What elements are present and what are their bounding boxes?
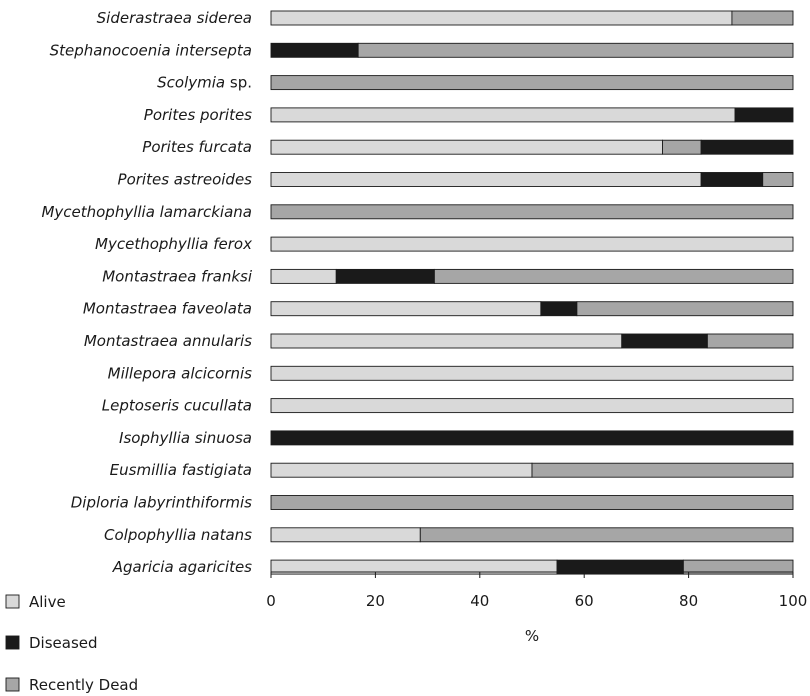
category-label: Montastraea faveolata (83, 300, 252, 318)
category-label-italic: Colpophyllia natans (104, 526, 252, 544)
bar-segment-alive (270, 139, 663, 155)
x-tick-label: 0 (266, 592, 276, 610)
category-label: Millepora alcicornis (108, 364, 253, 382)
category-label: Porites porites (144, 106, 252, 124)
x-tick-label: 60 (575, 592, 594, 610)
bar-segment-recently-dead (433, 268, 794, 284)
category-label-italic: Leptoseris cucullata (102, 397, 252, 415)
category-label: Mycethophyllia lamarckiana (41, 203, 252, 221)
category-label: Colpophyllia natans (104, 526, 252, 544)
category-label-italic: Montastraea franksi (102, 267, 253, 285)
category-labels: Siderastraea siderea Stephanocoenia inter… (41, 9, 252, 576)
bar-segment-alive (270, 333, 623, 349)
bar-segment-alive (270, 10, 733, 26)
x-axis: 0 20 40 60 80 100 % (266, 571, 807, 645)
x-axis-title: % (525, 627, 539, 645)
category-label-italic: Montastraea faveolata (83, 300, 252, 318)
bar-segment-recently-dead (731, 10, 794, 26)
bar-segment-alive (270, 301, 542, 317)
legend-swatch-recently-dead (5, 677, 20, 692)
bar-segment-recently-dead (706, 333, 794, 349)
bar-segment-recently-dead (270, 75, 794, 91)
category-label-italic: Montastraea annularis (84, 332, 252, 350)
bar-segment-alive (270, 236, 794, 252)
category-label-italic: Porites porites (144, 106, 252, 124)
category-label: Isophyllia sinuosa (119, 429, 252, 447)
category-label-italic: Diploria labyrinthiformis (71, 494, 252, 512)
category-label-italic: Siderastraea siderea (97, 9, 252, 27)
legend: Alive Diseased Recently Dead (5, 593, 138, 694)
bar-segment-diseased (700, 172, 764, 187)
bar-segment-alive (270, 462, 533, 478)
bar-segment-recently-dead (662, 139, 702, 155)
x-tick-label: 40 (470, 592, 489, 610)
bar-segment-alive (270, 527, 421, 543)
category-label: Agaricia agaricites (112, 558, 252, 576)
category-label-italic: Mycethophyllia lamarckiana (41, 203, 252, 221)
category-label-italic: Porites astreoides (118, 171, 253, 189)
category-label-italic: Agaricia agaricites (112, 558, 252, 576)
bar-segment-recently-dead (270, 495, 794, 510)
bar-segment-diseased (734, 107, 794, 123)
bar-segment-diseased (335, 268, 435, 284)
bar-segment-diseased (700, 139, 794, 155)
category-label: Montastraea franksi (102, 267, 253, 285)
bar-segment-alive (270, 268, 337, 284)
bar-segment-alive (270, 172, 702, 187)
bar-segment-recently-dead (531, 462, 794, 478)
legend-label: Diseased (29, 634, 98, 652)
bar-segment-recently-dead (357, 42, 794, 58)
x-tick-label: 80 (679, 592, 698, 610)
bar-segment-diseased (270, 42, 359, 58)
category-label-plain: sp. (225, 74, 252, 92)
legend-swatch-diseased (5, 635, 20, 650)
bar-segment-recently-dead (270, 204, 794, 220)
bar-segment-recently-dead (682, 559, 794, 575)
category-label-italic: Isophyllia sinuosa (119, 429, 252, 447)
x-tick-label: 20 (366, 592, 385, 610)
bar-segment-recently-dead (419, 527, 794, 543)
bar-segment-diseased (621, 333, 708, 349)
category-label-italic: Porites furcata (142, 138, 252, 156)
bars (270, 10, 794, 575)
category-label: Montastraea annularis (84, 332, 252, 350)
legend-label: Recently Dead (29, 676, 138, 694)
legend-swatch-alive (5, 594, 20, 609)
category-label: Stephanocoenia intersepta (50, 41, 252, 59)
category-label-italic: Scolymia (157, 74, 225, 92)
category-label-italic: Eusmillia fastigiata (110, 461, 252, 479)
bar-segment-alive (270, 107, 736, 123)
x-axis-ticks: 0 20 40 60 80 100 (266, 572, 807, 610)
bar-segment-diseased (270, 430, 794, 446)
category-label-italic: Mycethophyllia ferox (95, 235, 252, 253)
bar-segment-alive (270, 398, 794, 414)
category-label: Leptoseris cucullata (102, 397, 252, 415)
bar-segment-diseased (540, 301, 578, 317)
x-tick-label: 100 (779, 592, 808, 610)
category-label: Scolymia sp. (157, 74, 252, 92)
category-label: Porites astreoides (118, 171, 253, 189)
category-label: Siderastraea siderea (97, 9, 252, 27)
category-label: Diploria labyrinthiformis (71, 494, 252, 512)
category-label: Eusmillia fastigiata (110, 461, 252, 479)
bar-segment-alive (270, 365, 794, 381)
category-label-italic: Millepora alcicornis (108, 364, 253, 382)
category-label-italic: Stephanocoenia intersepta (50, 41, 252, 59)
legend-label: Alive (29, 593, 66, 611)
bar-segment-recently-dead (576, 301, 794, 317)
category-label: Porites furcata (142, 138, 252, 156)
bar-segment-recently-dead (762, 172, 794, 187)
category-label: Mycethophyllia ferox (95, 235, 252, 253)
